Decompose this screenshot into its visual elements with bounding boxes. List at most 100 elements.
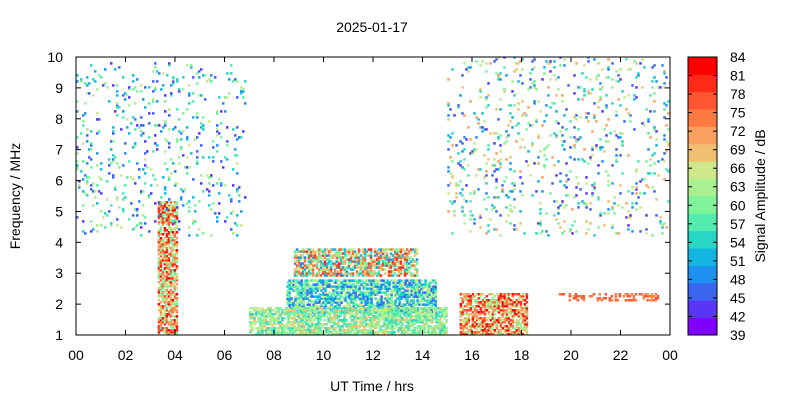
heatmap-cell: [216, 216, 219, 219]
heatmap-cell: [354, 299, 357, 302]
heatmap-cell: [166, 168, 169, 171]
heatmap-cell: [363, 258, 367, 261]
heatmap-cell: [337, 254, 341, 257]
heatmap-cell: [330, 297, 333, 300]
heatmap-cell: [186, 136, 189, 139]
heatmap-cell: [385, 254, 389, 257]
heatmap-cell: [495, 309, 499, 312]
heatmap-cell: [386, 287, 389, 290]
heatmap-cell: [418, 301, 421, 304]
heatmap-cell: [297, 262, 301, 265]
heatmap-cell: [605, 104, 608, 107]
heatmap-cell: [188, 102, 191, 105]
heatmap-cell: [165, 297, 169, 300]
heatmap-cell: [299, 309, 302, 312]
heatmap-cell: [299, 258, 303, 261]
heatmap-cell: [400, 305, 403, 308]
heatmap-cell: [521, 293, 525, 296]
heatmap-cell: [350, 287, 353, 290]
heatmap-cell: [647, 186, 650, 189]
heatmap-cell: [517, 313, 521, 316]
heatmap-cell: [381, 250, 385, 253]
heatmap-cell: [407, 252, 411, 255]
heatmap-cell: [392, 287, 395, 290]
heatmap-cell: [469, 295, 473, 298]
heatmap-cell: [479, 216, 482, 219]
heatmap-cell: [565, 194, 568, 197]
heatmap-cell: [417, 307, 420, 310]
heatmap-cell: [339, 258, 343, 261]
heatmap-cell: [340, 295, 343, 298]
heatmap-cell: [148, 196, 151, 199]
heatmap-cell: [124, 184, 127, 187]
heatmap-cell: [336, 287, 339, 290]
heatmap-cell: [392, 289, 395, 292]
heatmap-cell: [394, 295, 397, 298]
heatmap-cell: [499, 150, 502, 153]
heatmap-cell: [230, 72, 233, 75]
heatmap-cell: [369, 250, 373, 253]
heatmap-cell: [665, 104, 668, 107]
heatmap-cell: [603, 150, 606, 153]
heatmap-cell: [148, 136, 151, 139]
heatmap-cell: [511, 116, 514, 119]
heatmap-cell: [489, 301, 493, 304]
heatmap-cell: [128, 132, 131, 135]
heatmap-cell: [401, 319, 404, 322]
heatmap-cell: [630, 293, 634, 296]
heatmap-cell: [310, 301, 313, 304]
heatmap-cell: [477, 317, 481, 320]
heatmap-cell: [321, 268, 325, 271]
heatmap-cell: [295, 321, 298, 324]
heatmap-cell: [324, 297, 327, 300]
heatmap-cell: [359, 254, 363, 257]
heatmap-cell: [569, 228, 572, 231]
heatmap-cell: [413, 315, 416, 318]
heatmap-cell: [358, 293, 361, 296]
heatmap-cell: [301, 315, 304, 318]
heatmap-cell: [477, 331, 481, 334]
heatmap-cell: [499, 299, 503, 302]
heatmap-cell: [483, 128, 486, 131]
heatmap-cell: [194, 138, 197, 141]
heatmap-cell: [663, 108, 666, 111]
heatmap-cell: [357, 262, 361, 265]
heatmap-cell: [330, 299, 333, 302]
heatmap-cell: [289, 327, 292, 330]
heatmap-cell: [424, 293, 427, 296]
heatmap-cell: [175, 287, 179, 290]
heatmap-cell: [322, 281, 325, 284]
heatmap-cell: [156, 80, 159, 83]
heatmap-cell: [485, 232, 488, 235]
heatmap-cell: [349, 262, 353, 265]
heatmap-cell: [509, 307, 513, 310]
heatmap-cell: [407, 319, 410, 322]
heatmap-cell: [553, 74, 556, 77]
heatmap-cell: [157, 263, 161, 266]
heatmap-cell: [380, 307, 383, 310]
heatmap-cell: [291, 327, 294, 330]
heatmap-cell: [76, 166, 79, 169]
heatmap-cell: [291, 323, 294, 326]
heatmap-cell: [114, 68, 117, 71]
heatmap-cell: [88, 92, 91, 95]
heatmap-cell: [367, 333, 370, 335]
heatmap-cell: [303, 258, 307, 261]
heatmap-cell: [339, 309, 342, 312]
heatmap-cell: [441, 327, 444, 330]
heatmap-cell: [487, 230, 490, 233]
heatmap-cell: [445, 311, 448, 314]
heatmap-cell: [281, 311, 284, 314]
heatmap-cell: [463, 333, 467, 335]
heatmap-cell: [491, 323, 495, 326]
heatmap-cell: [428, 301, 431, 304]
heatmap-cell: [495, 293, 499, 296]
heatmap-cell: [529, 78, 532, 81]
heatmap-cell: [157, 317, 161, 320]
heatmap-cell: [82, 124, 85, 127]
heatmap-cell: [434, 287, 437, 290]
heatmap-cell: [541, 78, 544, 81]
heatmap-cell: [583, 160, 586, 163]
heatmap-cell: [321, 311, 324, 314]
heatmap-cell: [495, 58, 498, 61]
